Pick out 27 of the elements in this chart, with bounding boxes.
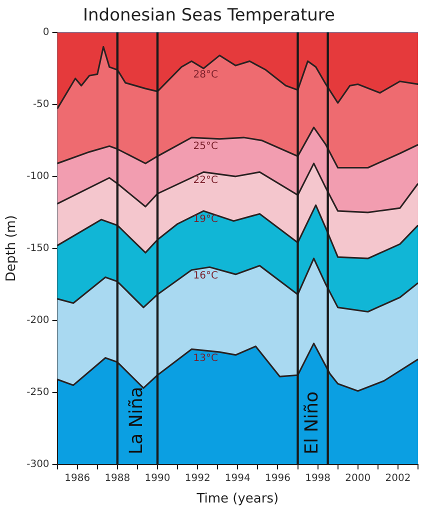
series-label: 22°C xyxy=(193,174,218,186)
x-tick-label: 1992 xyxy=(184,472,210,484)
y-tick-label: -100 xyxy=(26,170,50,182)
series-label: 25°C xyxy=(193,140,218,152)
y-tick-label: -300 xyxy=(26,458,50,470)
x-tick-label: 1996 xyxy=(265,472,290,484)
y-tick-label: -50 xyxy=(32,98,50,110)
annotation: El Niño xyxy=(301,391,322,454)
y-tick-label: -250 xyxy=(26,386,50,398)
x-tick-label: 1998 xyxy=(305,472,331,484)
x-tick-label: 2002 xyxy=(385,472,411,484)
x-tick-label: 1986 xyxy=(64,472,90,484)
y-axis-title: Depth (m) xyxy=(4,215,20,282)
series-label: 16°C xyxy=(193,270,218,282)
x-tick-label: 1994 xyxy=(224,472,250,484)
x-tick-label: 2000 xyxy=(345,472,371,484)
chart-title: Indonesian Seas Temperature xyxy=(82,6,336,26)
series-label: 13°C xyxy=(193,353,218,364)
series-label: 19°C xyxy=(193,214,218,226)
y-tick-label: -200 xyxy=(26,314,50,326)
y-tick-label: 0 xyxy=(42,26,50,38)
x-axis-title: Time (years) xyxy=(196,492,279,507)
y-tick-label: -150 xyxy=(26,242,50,254)
x-tick-label: 1988 xyxy=(104,472,130,484)
x-tick-label: 1990 xyxy=(144,472,170,484)
annotation: La Niña xyxy=(126,386,148,454)
series-label: 28°C xyxy=(193,69,218,80)
